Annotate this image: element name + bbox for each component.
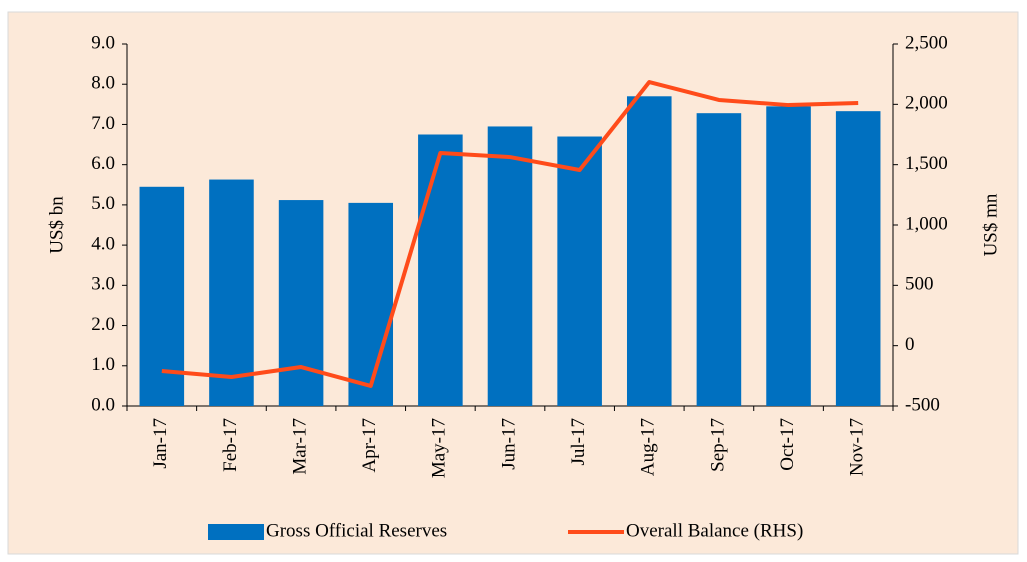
y2-axis-title: US$ mn (980, 193, 1001, 256)
bar (278, 200, 324, 406)
y2-tick-label: 1,000 (905, 213, 948, 234)
y-tick-label: 4.0 (91, 233, 115, 254)
legend-label: Overall Balance (RHS) (626, 520, 803, 541)
bar (835, 111, 881, 406)
x-tick-label: May-17 (429, 418, 450, 478)
y-tick-label: 8.0 (91, 73, 115, 94)
x-tick-label: Jul-17 (568, 418, 589, 466)
bar (696, 113, 742, 406)
y-tick-label: 6.0 (91, 153, 115, 174)
y2-tick-label: -500 (905, 394, 940, 415)
x-tick-label: Jan-17 (150, 418, 171, 469)
legend-swatch (208, 524, 264, 540)
y-axis-title: US$ bn (46, 196, 67, 254)
bar (766, 106, 811, 406)
y-tick-label: 0.0 (91, 394, 115, 415)
line (161, 80, 859, 388)
bar (139, 186, 185, 406)
x-tick-label: Feb-17 (220, 418, 241, 472)
x-tick-label: Sep-17 (707, 418, 728, 472)
y-tick-label: 2.0 (91, 314, 115, 335)
y2-tick-label: 1,500 (905, 153, 948, 174)
y-tick-label: 1.0 (91, 354, 115, 375)
bar (348, 202, 394, 406)
bar (209, 179, 254, 406)
y2-tick-label: 2,500 (905, 32, 948, 53)
bar (557, 136, 602, 406)
x-tick-label: Apr-17 (359, 418, 380, 473)
y-tick-label: 3.0 (91, 274, 115, 295)
y-tick-label: 7.0 (91, 113, 115, 134)
x-tick-label: Nov-17 (847, 418, 868, 476)
bar (418, 134, 463, 406)
x-tick-label: Jun-17 (498, 418, 519, 470)
y2-tick-label: 0 (905, 334, 915, 355)
bar (487, 126, 533, 406)
y2-tick-label: 500 (905, 274, 934, 295)
legend-label: Gross Official Reserves (266, 520, 447, 541)
x-tick-label: Mar-17 (289, 418, 310, 475)
y2-tick-label: 2,000 (905, 93, 948, 114)
bar (626, 96, 672, 407)
x-tick-label: Aug-17 (638, 418, 659, 476)
x-tick-label: Oct-17 (777, 418, 798, 471)
y-tick-label: 9.0 (91, 32, 115, 53)
y-tick-label: 5.0 (91, 193, 115, 214)
